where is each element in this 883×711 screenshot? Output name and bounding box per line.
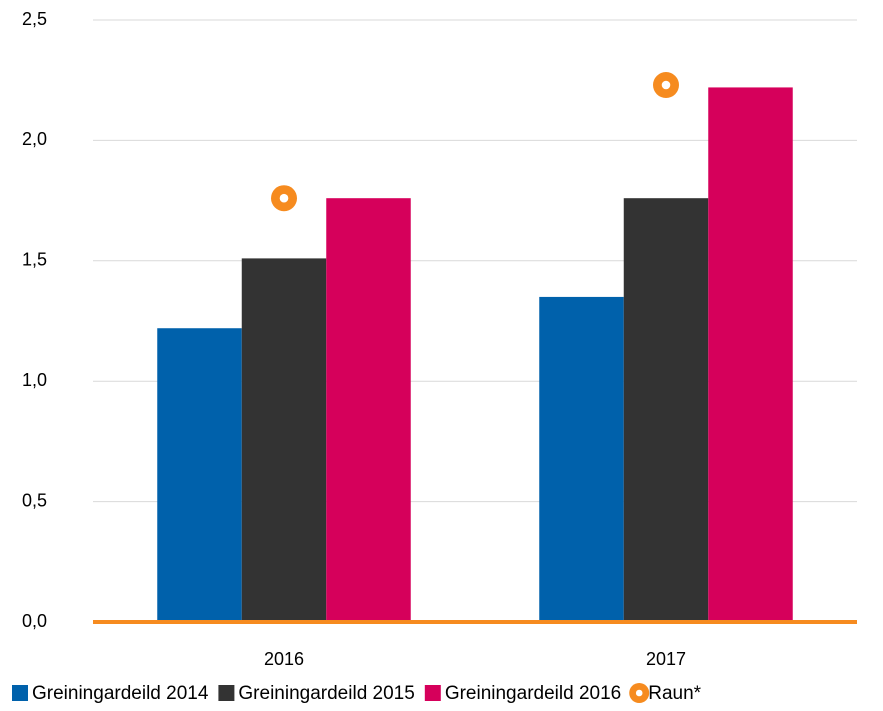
legend-label: Raun* (648, 683, 701, 704)
legend-label: Greiningardeild 2015 (238, 683, 414, 704)
bar (241, 258, 327, 622)
legend-swatch (218, 685, 235, 701)
legend-marker-center (635, 689, 643, 697)
legend-swatch (424, 685, 441, 701)
bar (623, 198, 709, 622)
legend-swatch (12, 685, 28, 701)
y-tick-label: 0,5 (22, 490, 47, 510)
y-tick-label: 0,0 (22, 611, 47, 631)
y-tick-label: 1,0 (22, 370, 47, 390)
marker-center (661, 80, 671, 90)
y-tick-label: 1,5 (22, 250, 47, 270)
legend-label: Greiningardeild 2014 (32, 683, 209, 704)
x-tick-label: 2017 (646, 649, 686, 669)
x-tick-label: 2016 (264, 649, 304, 669)
bar (157, 328, 242, 622)
marker-center (279, 193, 289, 203)
bar (326, 198, 411, 622)
bar (708, 87, 793, 622)
y-tick-label: 2,5 (22, 9, 47, 29)
y-tick-label: 2,0 (22, 129, 47, 149)
legend-label: Greiningardeild 2016 (445, 683, 621, 704)
bar (539, 296, 624, 622)
